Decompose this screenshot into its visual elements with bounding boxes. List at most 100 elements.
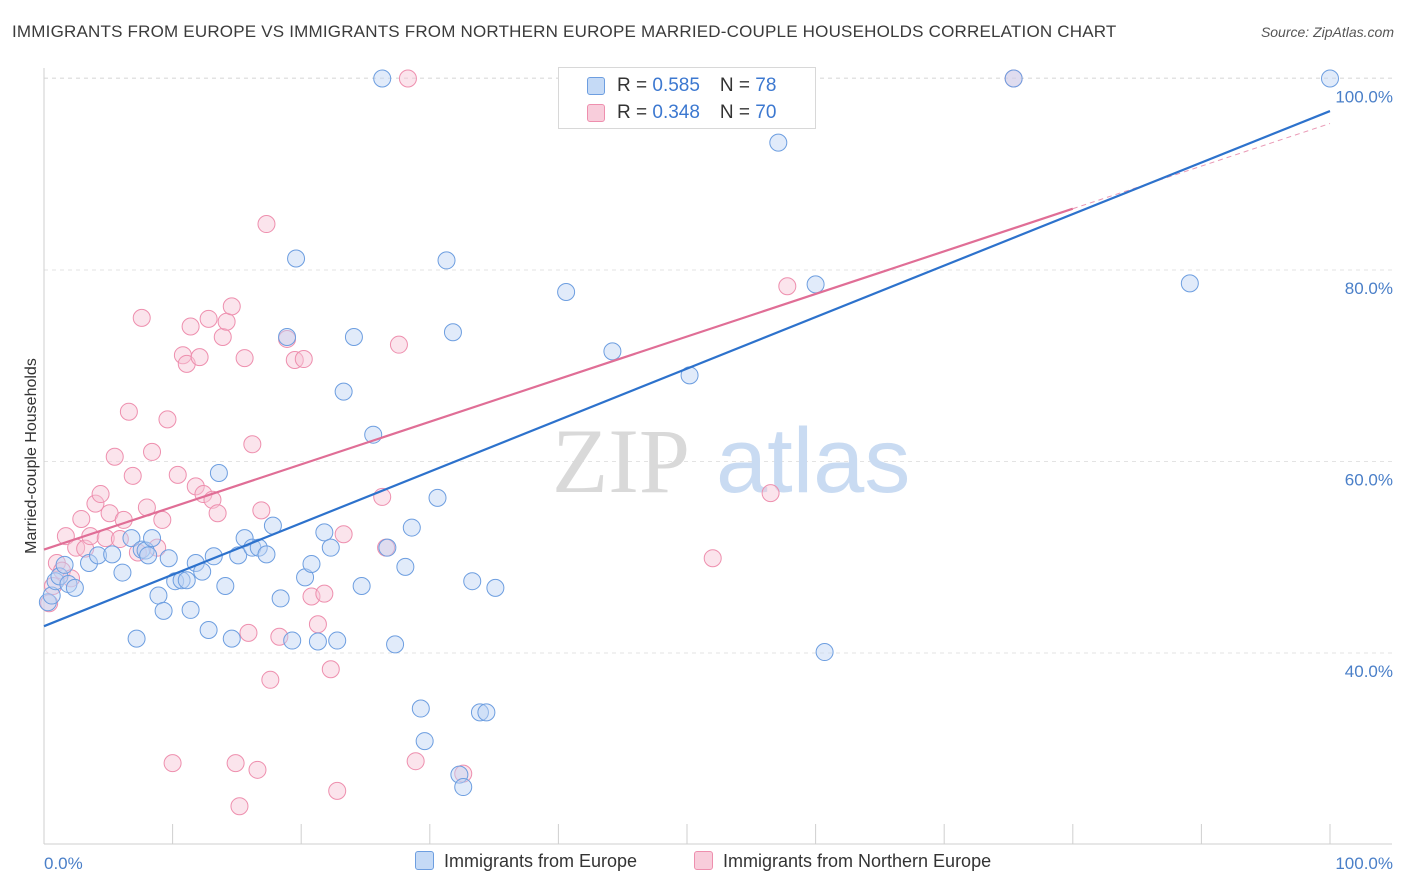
- pink-point: [285, 351, 304, 370]
- pink-point: [235, 349, 254, 368]
- x-tick-label: 0.0%: [44, 854, 83, 873]
- blue-point: [222, 629, 241, 648]
- pink-point: [105, 447, 124, 466]
- pink-point: [252, 501, 271, 520]
- legend-r-label: R =: [617, 102, 653, 123]
- pink-point: [186, 477, 205, 496]
- pink-point: [119, 402, 138, 421]
- blue-point: [1180, 274, 1199, 293]
- pink-point: [248, 760, 267, 779]
- pink-point: [72, 509, 91, 528]
- legend-r-value: 0.348: [652, 102, 700, 123]
- pink-point: [217, 312, 236, 331]
- blue-point: [139, 546, 158, 565]
- pink-point: [761, 484, 780, 503]
- blue-point: [454, 778, 473, 797]
- pink-point: [398, 69, 417, 88]
- pink-point: [230, 797, 249, 816]
- blue-point: [334, 382, 353, 401]
- pink-point: [44, 576, 63, 595]
- blue-point: [443, 323, 462, 342]
- blue-point: [557, 283, 576, 302]
- y-tick-label: 100.0%: [1335, 88, 1393, 107]
- blue-point: [470, 703, 489, 722]
- pink-point: [334, 525, 353, 544]
- blue-point: [415, 732, 434, 751]
- pink-point: [226, 754, 245, 773]
- blue-point: [378, 538, 397, 557]
- blue-point: [396, 557, 415, 576]
- blue-point: [373, 69, 392, 88]
- blue-point: [344, 328, 363, 347]
- legend-n-value: 70: [755, 102, 777, 123]
- blue-point: [50, 567, 69, 586]
- legend-r-label: R =: [617, 75, 653, 96]
- source-label: Source: ZipAtlas.com: [1260, 24, 1394, 40]
- blue-point: [122, 529, 141, 548]
- blue-point: [177, 571, 196, 590]
- pink-point: [148, 538, 167, 557]
- blue-point: [287, 249, 306, 268]
- blue-point: [352, 576, 371, 595]
- pink-point: [163, 754, 182, 773]
- pink-point: [181, 317, 200, 336]
- legend-item-europe[interactable]: Immigrants from Europe: [415, 851, 637, 872]
- y-tick-label: 60.0%: [1345, 471, 1393, 490]
- y-tick-label: 80.0%: [1345, 279, 1393, 298]
- pink-point: [86, 494, 105, 513]
- axes: [43, 68, 1392, 845]
- blue-point: [477, 703, 496, 722]
- blue-point: [463, 572, 482, 591]
- pink-point: [222, 297, 241, 316]
- blue-point: [806, 275, 825, 294]
- legend-swatch-blue: [587, 77, 605, 95]
- legend-swatch-pink: [587, 104, 605, 122]
- pink-trend-extension-line: [1072, 123, 1331, 210]
- legend-n-value: 78: [755, 75, 777, 96]
- pink-point: [199, 309, 218, 328]
- watermark-zip: ZIP: [552, 410, 690, 512]
- blue-point: [486, 578, 505, 597]
- blue-point: [89, 546, 108, 565]
- legend-label-northern-europe: Immigrants from Northern Europe: [723, 851, 992, 871]
- tick-labels: 40.0% 60.0% 80.0% 100.0% 0.0% 100.0%: [44, 88, 1393, 874]
- blue-point: [271, 589, 290, 608]
- legend-row-blue: R = 0.585 N = 78: [617, 75, 776, 97]
- blue-point: [149, 586, 168, 605]
- watermark-atlas: atlas: [716, 410, 910, 512]
- pink-trend-line: [43, 207, 1074, 551]
- blue-point: [308, 632, 327, 651]
- blue-point: [321, 538, 340, 557]
- blue-point: [402, 518, 421, 537]
- pink-point: [257, 215, 276, 234]
- blue-point: [42, 586, 61, 605]
- blue-point: [437, 251, 456, 270]
- pink-point: [406, 752, 425, 771]
- blue-point: [386, 635, 405, 654]
- pink-point: [703, 549, 722, 568]
- pink-point: [308, 615, 327, 634]
- blue-point: [283, 631, 302, 650]
- pink-point: [208, 504, 227, 523]
- blue-point: [80, 553, 99, 572]
- blue-point: [216, 576, 235, 595]
- blue-point: [181, 600, 200, 619]
- blue-point: [154, 601, 173, 620]
- blue-point: [257, 545, 276, 564]
- blue-point: [65, 578, 84, 597]
- blue-point: [127, 629, 146, 648]
- legend-item-northern-europe[interactable]: Immigrants from Northern Europe: [694, 851, 991, 872]
- blue-point: [199, 621, 218, 640]
- y-tick-label: 40.0%: [1345, 662, 1393, 681]
- blue-point: [315, 523, 334, 542]
- blue-point: [1004, 69, 1023, 88]
- y-axis-title: Married-couple Households: [23, 358, 40, 554]
- legend-row-pink: R = 0.348 N = 70: [617, 102, 776, 124]
- pink-point: [778, 277, 797, 296]
- pink-point: [132, 308, 151, 327]
- blue-point: [603, 342, 622, 361]
- blue-point: [143, 529, 162, 548]
- blue-point: [209, 463, 228, 482]
- pink-point: [239, 623, 258, 642]
- pink-point: [123, 466, 142, 485]
